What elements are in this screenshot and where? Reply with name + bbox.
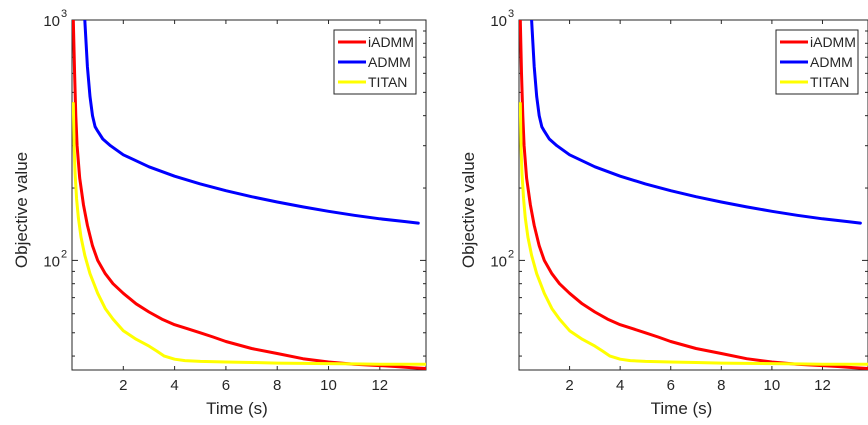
series-line-titan: [72, 101, 426, 366]
x-tick-label: 2: [565, 377, 573, 394]
x-tick-label: 10: [320, 377, 337, 394]
legend-label: iADMM: [368, 34, 414, 50]
x-tick-label: 4: [616, 377, 624, 394]
x-axis-label: Time (s): [206, 399, 268, 418]
legend: iADMM ADMM TITAN: [775, 29, 859, 95]
y-tick-label-base: 10: [490, 253, 507, 270]
x-tick-label: 6: [667, 377, 675, 394]
x-tick-label: 10: [764, 377, 781, 394]
y-tick-label-exponent: 2: [61, 248, 67, 260]
series-line-admm: [530, 20, 862, 225]
legend-label: ADMM: [810, 54, 853, 70]
x-tick-label: 8: [717, 377, 725, 394]
x-tick-label: 2: [119, 377, 127, 394]
series-line-titan: [519, 101, 868, 366]
legend-label: ADMM: [368, 54, 411, 70]
legend-label: iADMM: [810, 34, 856, 50]
y-tick-label-base: 10: [43, 13, 60, 30]
y-tick-label-base: 10: [490, 13, 507, 30]
x-tick-label: 6: [222, 377, 230, 394]
x-axis-label: Time (s): [651, 399, 713, 418]
legend: iADMM ADMM TITAN: [333, 29, 417, 95]
x-tick-label: 4: [170, 377, 178, 394]
y-tick-label-exponent: 2: [508, 248, 514, 260]
y-tick-label-base: 10: [43, 253, 60, 270]
y-tick-label-exponent: 3: [508, 8, 514, 20]
y-axis-label: Objective value: [12, 152, 31, 268]
legend-label: TITAN: [368, 74, 407, 90]
x-tick-label: 12: [371, 377, 388, 394]
x-tick-label: 8: [273, 377, 281, 394]
series-line-admm: [83, 20, 420, 225]
y-tick-label-exponent: 3: [61, 8, 67, 20]
series-group: [72, 20, 426, 370]
x-tick-label: 12: [814, 377, 831, 394]
series-group: [519, 20, 868, 370]
y-axis-label: Objective value: [459, 152, 478, 268]
legend-label: TITAN: [810, 74, 849, 90]
